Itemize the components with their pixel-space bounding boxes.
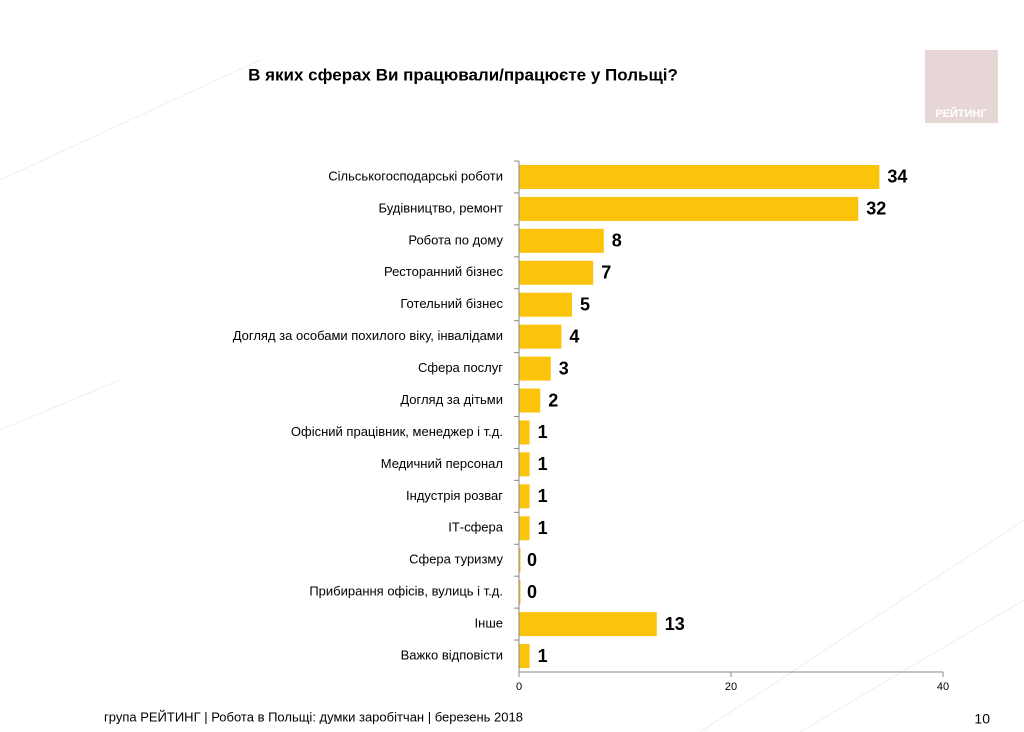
footer: група РЕЙТИНГ | Робота в Польщі: думки з… — [104, 709, 523, 724]
y-tick-label: Індустрія розваг — [406, 488, 503, 503]
bar — [519, 164, 880, 189]
bar — [519, 420, 530, 445]
bar — [519, 324, 562, 349]
bar — [519, 452, 530, 477]
bar — [519, 580, 521, 605]
value-label: 1 — [538, 454, 548, 474]
bar — [519, 644, 530, 669]
y-tick-label: Догляд за особами похилого віку, інвалід… — [233, 328, 503, 343]
bar — [519, 516, 530, 541]
y-tick-label: Будівництво, ремонт — [378, 200, 503, 215]
logo-text: РЕЙТИНГ — [935, 107, 987, 120]
y-tick-label: ІТ-сфера — [448, 520, 504, 535]
y-tick-label: Робота по дому — [408, 232, 503, 247]
y-tick-label: Важко відповісти — [401, 647, 503, 662]
y-tick-label: Сільськогосподарські роботи — [328, 168, 503, 183]
x-tick-label: 20 — [725, 681, 737, 693]
bar — [519, 196, 859, 221]
bar — [519, 292, 572, 317]
y-tick-label: Готельний бізнес — [400, 296, 503, 311]
value-label: 0 — [527, 582, 537, 602]
bar — [519, 612, 657, 637]
y-tick-label: Медичний персонал — [381, 456, 503, 471]
value-label: 7 — [601, 263, 611, 283]
y-tick-label: Прибирання офісів, вулиць і т.д. — [309, 584, 503, 599]
decor-lines — [0, 59, 1024, 732]
value-label: 8 — [612, 231, 622, 251]
value-label: 2 — [548, 390, 558, 410]
x-tick-label: 40 — [937, 681, 949, 693]
y-tick-label: Інше — [475, 616, 503, 631]
value-label: 1 — [538, 422, 548, 442]
value-label: 3 — [559, 358, 569, 378]
y-tick-label: Сфера послуг — [418, 360, 503, 375]
y-tick-label: Офісний працівник, менеджер і т.д. — [291, 424, 503, 439]
bar — [519, 228, 604, 253]
decor — [0, 59, 1024, 732]
logo-box — [925, 50, 998, 123]
value-label: 13 — [665, 614, 685, 634]
value-label: 4 — [569, 326, 579, 346]
value-label: 0 — [527, 550, 537, 570]
y-tick-label: Сфера туризму — [409, 552, 503, 567]
bar — [519, 484, 530, 509]
x-tick-label: 0 — [516, 681, 522, 693]
chart-title: В яких сферах Ви працювали/працюєте у По… — [248, 65, 678, 84]
value-label: 1 — [538, 486, 548, 506]
value-label: 1 — [538, 518, 548, 538]
y-tick-label: Догляд за дітьми — [400, 392, 503, 407]
value-label: 32 — [866, 199, 886, 219]
value-label: 1 — [538, 646, 548, 666]
page-number: 10 — [974, 711, 990, 727]
bar — [519, 548, 521, 573]
y-tick-label: Ресторанний бізнес — [384, 264, 504, 279]
bar — [519, 260, 594, 285]
bar — [519, 388, 541, 413]
value-label: 34 — [887, 167, 907, 187]
value-label: 5 — [580, 294, 590, 314]
bar — [519, 356, 551, 381]
